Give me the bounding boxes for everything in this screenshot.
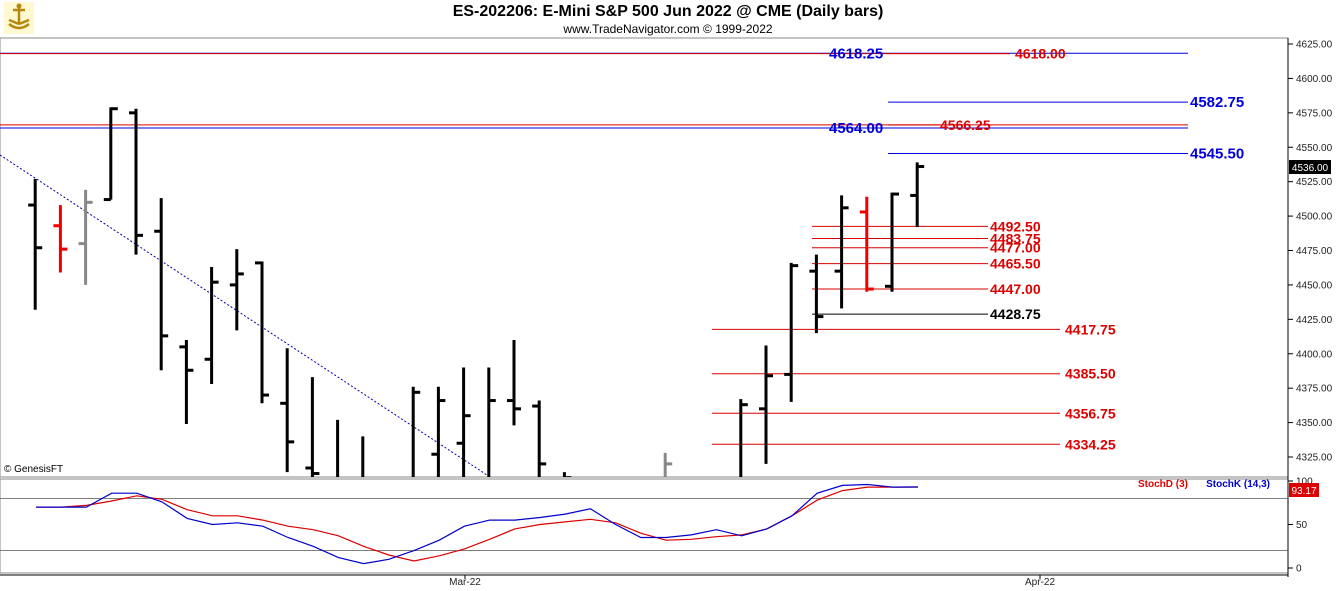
level-label: 4477.00 [990,240,1041,256]
stoch-k-legend: StochK (14,3) [1206,479,1270,490]
ohlc-bar [532,400,547,477]
stoch-value-tag [1289,483,1319,497]
level-labels: 4618.25 4618.00 4582.75 4564.00 4566.25 4545.… [829,45,1244,452]
level-label: 4492.50 [990,218,1041,234]
price-tick-label: 4600.00 [1296,74,1333,85]
ohlc-bar [361,436,365,477]
ohlc-bar [859,196,874,292]
price-tick-label: 4325.00 [1296,453,1333,464]
ohlc-bar [336,419,340,477]
level-label: 4483.75 [990,230,1041,246]
level-label: 4618.25 [829,45,883,62]
ohlc-bar [431,386,446,477]
stoch-tick-label: 0 [1296,564,1302,575]
ohlc-bar [103,107,118,202]
chart-subtitle: www.TradeNavigator.com © 1999-2022 [563,22,773,36]
price-axis: 4625.00 4600.00 4575.00 4550.00 4525.00 4500.… [1288,40,1333,464]
ohlc-bar [53,205,68,273]
ohlc-bar [204,267,219,385]
level-label: 4417.75 [1065,321,1116,337]
ohlc-bar [910,162,925,228]
price-tick-label: 4550.00 [1296,143,1333,154]
price-tick-label: 4525.00 [1296,177,1333,188]
level-label: 4465.50 [990,256,1041,272]
level-label: 4582.75 [1190,94,1244,111]
stochastic-panel [0,478,1289,574]
price-tick-label: 4375.00 [1296,384,1333,395]
price-tick-label: 4425.00 [1296,315,1333,326]
ohlc-bar [885,192,899,292]
ohlc-bar [507,339,521,426]
price-tick-label: 4350.00 [1296,418,1333,429]
price-tick-label: 4500.00 [1296,212,1333,223]
ohlc-bar [456,367,471,477]
level-label: 4334.25 [1065,436,1116,452]
ohlc-bar [487,367,496,477]
level-label: 4447.00 [990,281,1041,297]
ohlc-bar [229,249,244,331]
level-label: 4428.75 [990,306,1041,322]
ohlc-bar [78,189,93,285]
ohlc-bar [739,399,748,477]
ohlc-bar [809,254,824,334]
ohlc-bar [305,377,320,477]
ohlc-bar [784,262,799,402]
stoch-value-label: 93.17 [1291,486,1316,497]
ohlc-bar [759,345,773,464]
ohlc-bar [129,108,143,255]
stoch-tick-label: 50 [1296,520,1308,531]
x-label-apr-22: Apr-22 [1025,577,1055,588]
watermark: © GenesisFT [4,464,63,475]
price-panel [0,37,1289,478]
level-label: 4385.50 [1065,366,1116,382]
level-label: 4618.00 [1015,46,1066,62]
price-tick-label: 4475.00 [1296,246,1333,257]
stoch-axis: 100 50 0 [1288,477,1313,575]
ohlc-bar [411,386,421,477]
stoch-d-legend: StochD (3) [1138,479,1188,490]
ohlc-bar [154,198,169,371]
ohlc-bar [28,178,43,310]
level-label: 4545.50 [1190,145,1244,162]
ohlc-bar [663,452,673,477]
ohlc-bars [28,107,925,477]
chart-header: ES-202206: E-Mini S&P 500 Jun 2022 @ CME… [0,0,1336,38]
level-label: 4564.00 [829,120,883,137]
stoch-k-line [36,483,919,565]
chart-title: ES-202206: E-Mini S&P 500 Jun 2022 @ CME… [452,3,884,20]
stoch-guides [0,497,1288,551]
stoch-tick-label: 100 [1296,477,1313,488]
last-price-tag [1289,160,1331,174]
trendline [0,154,491,477]
ohlc-bar [255,261,269,404]
price-tick-label: 4625.00 [1296,40,1333,51]
trade-navigator-logo [4,2,34,34]
price-tick-label: 4450.00 [1296,280,1333,291]
ohlc-bar [280,348,295,473]
price-tick-label: 4400.00 [1296,349,1333,360]
price-tick-label: 4575.00 [1296,108,1333,119]
ohlc-bar [834,195,849,309]
level-label: 4566.25 [940,117,991,133]
level-label: 4356.75 [1065,405,1116,421]
x-label-mar-22: Mar-22 [449,577,481,588]
ohlc-bar [179,339,194,424]
last-price-label: 4536.00 [1292,163,1329,174]
